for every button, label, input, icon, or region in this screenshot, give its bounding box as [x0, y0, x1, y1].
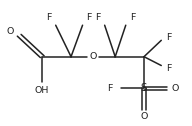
- Text: F: F: [130, 13, 135, 22]
- Text: F: F: [166, 64, 172, 73]
- Text: F: F: [46, 13, 52, 22]
- Text: F: F: [87, 13, 92, 22]
- Text: O: O: [171, 84, 178, 93]
- Text: OH: OH: [34, 86, 48, 95]
- Text: F: F: [95, 13, 101, 22]
- Text: O: O: [89, 52, 97, 61]
- Text: O: O: [140, 112, 148, 121]
- Text: F: F: [107, 84, 112, 93]
- Text: F: F: [166, 33, 172, 42]
- Text: S: S: [141, 83, 147, 93]
- Text: O: O: [7, 27, 14, 36]
